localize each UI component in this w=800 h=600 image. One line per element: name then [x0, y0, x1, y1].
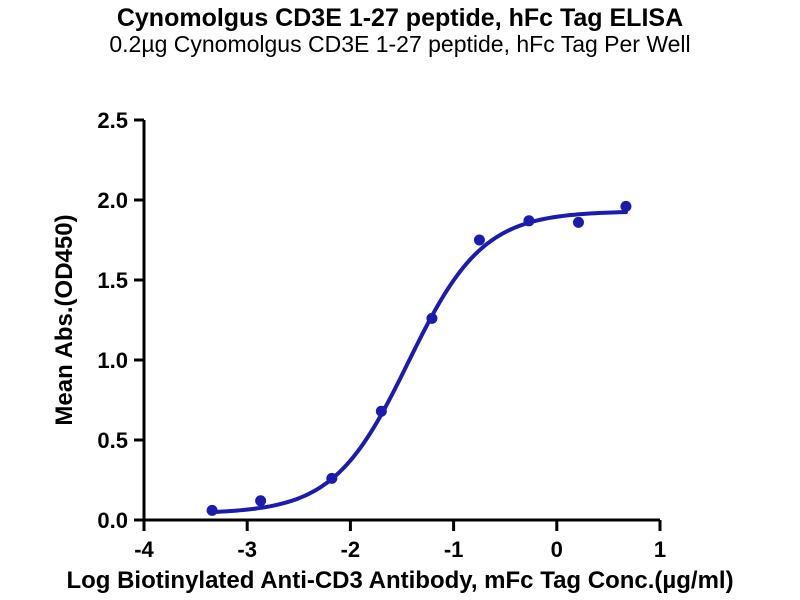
x-tick-label: -4 — [134, 537, 154, 562]
axes — [142, 120, 660, 522]
chart-title: Cynomolgus CD3E 1-27 peptide, hFc Tag EL… — [117, 4, 683, 32]
data-point — [375, 405, 387, 417]
x-axis-title: Log Biotinylated Anti-CD3 Antibody, mFc … — [66, 567, 733, 594]
y-tick-label: 1.5 — [97, 268, 128, 293]
data-point — [326, 472, 338, 484]
data-points — [206, 200, 632, 516]
y-axis-ticks: 0.0 0.5 1.0 1.5 2.0 2.5 — [97, 108, 144, 533]
x-tick-label: 1 — [654, 537, 666, 562]
data-point — [572, 216, 584, 228]
chart-subtitle: 0.2µg Cynomolgus CD3E 1-27 peptide, hFc … — [109, 31, 690, 57]
y-tick-label: 2.0 — [97, 188, 128, 213]
x-tick-label: -1 — [444, 537, 464, 562]
y-tick-label: 0.5 — [97, 428, 128, 453]
fit-curve — [210, 210, 628, 515]
x-tick-label: -3 — [237, 537, 257, 562]
data-point — [426, 312, 438, 324]
data-point — [473, 234, 485, 246]
x-tick-label: -2 — [341, 537, 361, 562]
x-axis-ticks: -4 -3 -2 -1 0 1 — [134, 520, 666, 562]
y-tick-label: 1.0 — [97, 348, 128, 373]
data-point — [206, 504, 218, 516]
y-axis-title: Mean Abs.(OD450) — [51, 214, 78, 425]
data-point — [620, 200, 632, 212]
x-tick-label: 0 — [551, 537, 563, 562]
data-point — [255, 495, 267, 507]
y-tick-label: 2.5 — [97, 108, 128, 133]
axis-spine — [142, 120, 660, 522]
fit-curve-path — [210, 210, 628, 515]
y-tick-label: 0.0 — [97, 508, 128, 533]
data-point — [523, 215, 535, 227]
